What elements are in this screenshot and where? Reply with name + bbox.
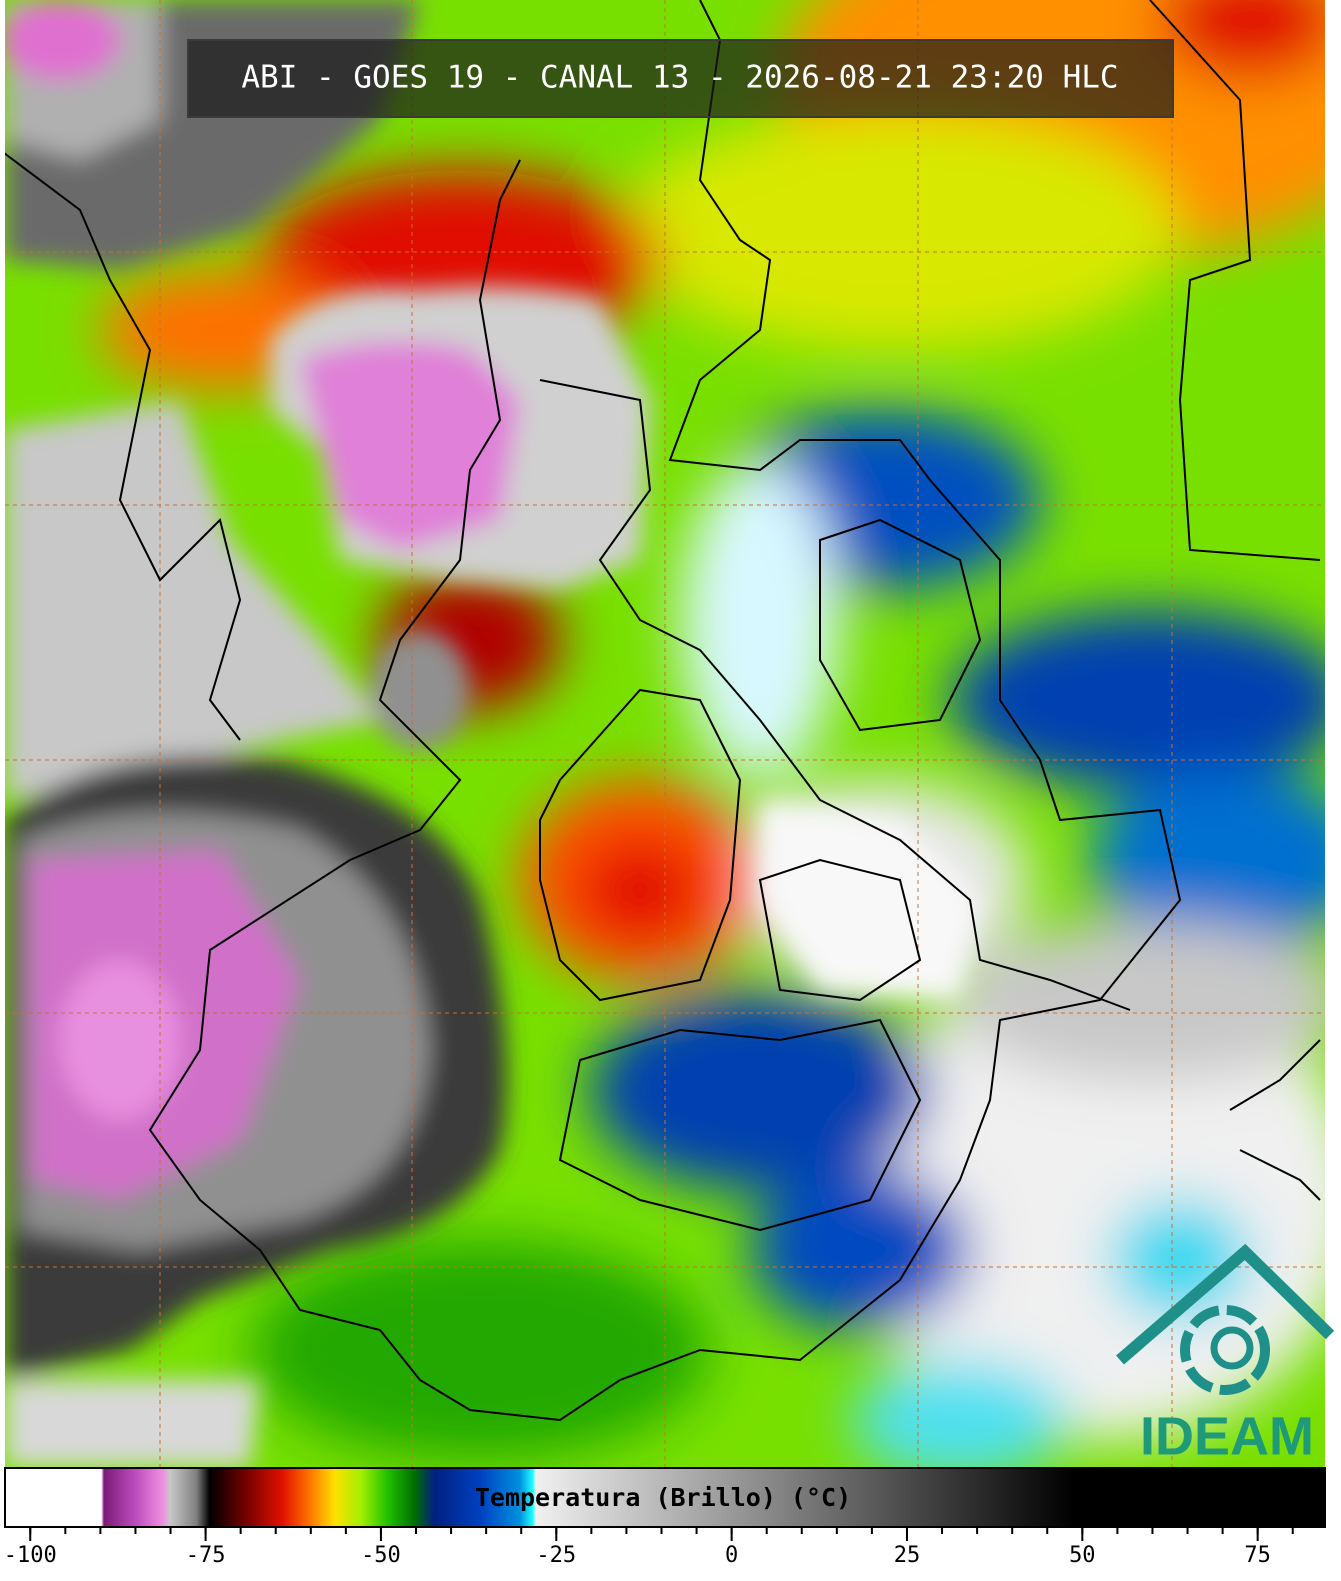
logo-swirl [1180,1305,1270,1395]
title-box [187,39,1174,118]
logo-swirl-inner [1210,1326,1254,1370]
imagery [5,0,1325,1467]
colorbar [4,1467,1326,1528]
tick-label: 25 [894,1543,921,1568]
logo-roof [1116,1243,1335,1365]
tick-label: -75 [186,1543,226,1568]
colorbar-axis: -100 -75 -50 -25 0 25 50 75 [4,1527,1294,1568]
colorbar-label: Temperatura (Brillo) (°C) [475,1483,851,1512]
tick-label: -50 [361,1543,401,1568]
tick-label: 50 [1069,1543,1096,1568]
title: ABI - GOES 19 - CANAL 13 - 2026-08-21 23… [241,60,1118,96]
logo: IDEAM [1116,1243,1335,1466]
borders [5,0,1321,1422]
logo-text: IDEAM [1140,1406,1314,1466]
tick-label: 75 [1244,1543,1271,1568]
tick-label: -25 [536,1543,576,1568]
tick-label: -100 [4,1543,57,1568]
tick-label: 0 [725,1543,738,1568]
